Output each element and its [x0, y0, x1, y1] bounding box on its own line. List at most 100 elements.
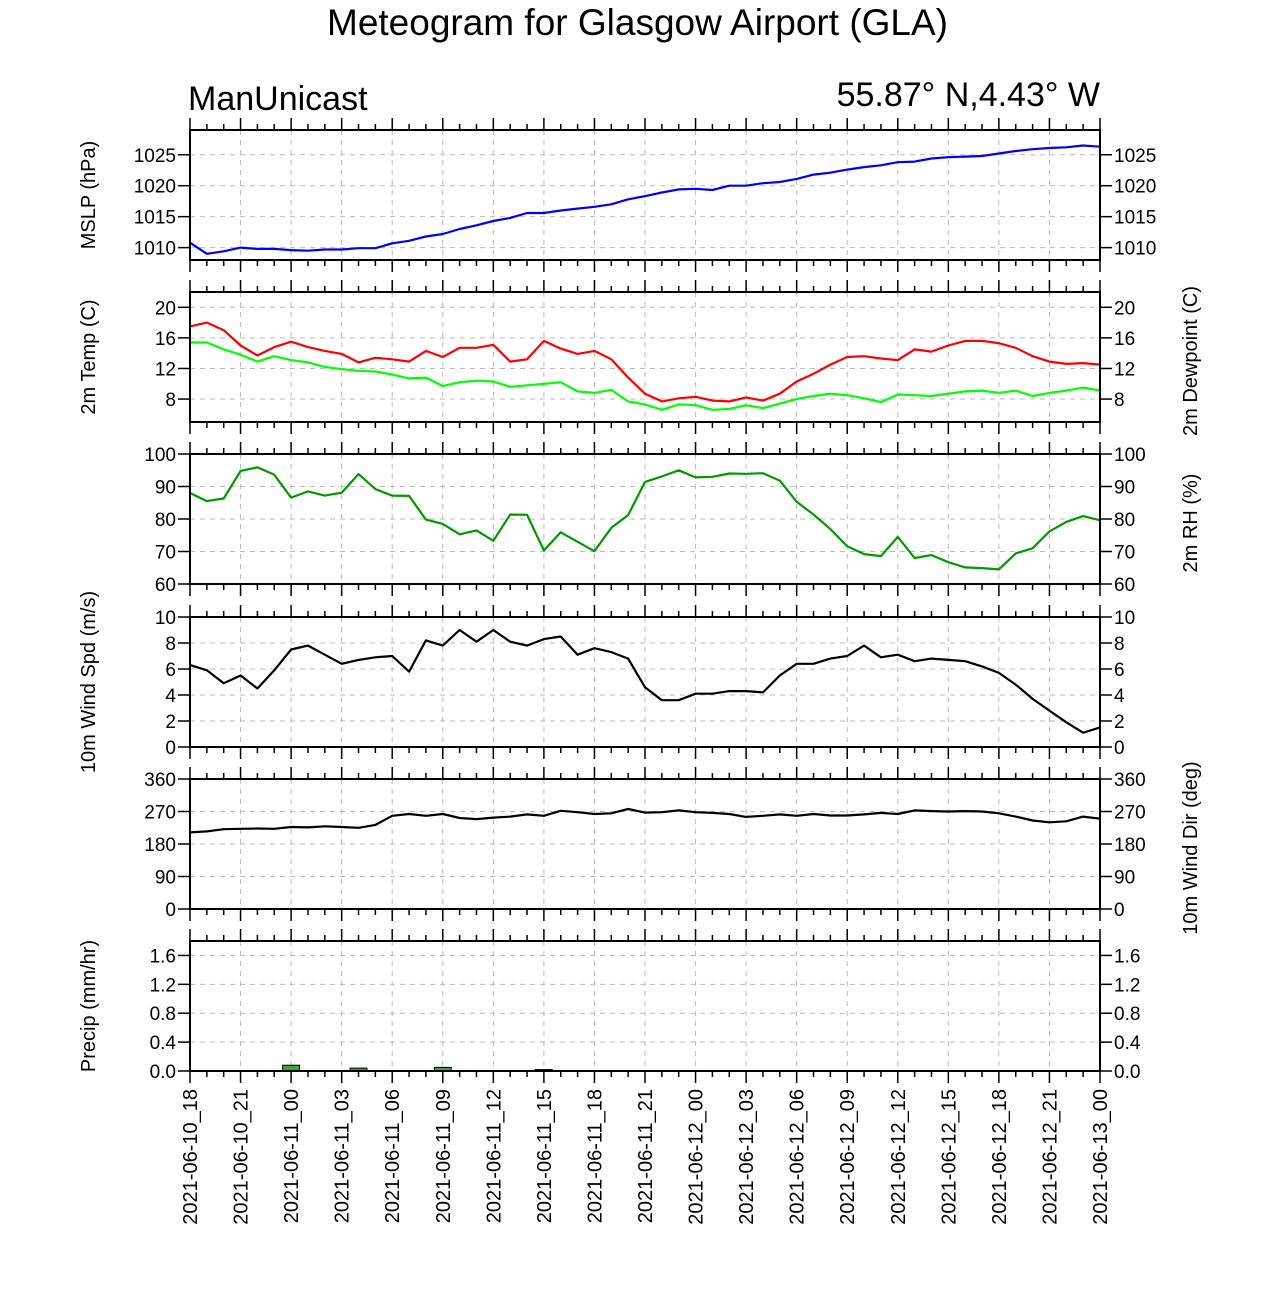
x-tick-label: 2021-06-10_18 — [180, 1089, 202, 1225]
y-tick-label-left: 1.2 — [150, 975, 176, 996]
y-tick-label-left: 20 — [155, 298, 176, 319]
x-tick-label: 2021-06-11_12 — [483, 1089, 505, 1223]
panel-5: 0 0 90 90 180 180 270 270 360 360 10m Wind Dir (de… — [144, 761, 1202, 934]
y-tick-label-right: 100 — [1114, 445, 1146, 466]
y-tick-label-left: 1010 — [134, 239, 176, 260]
y-tick-label-right: 6 — [1114, 660, 1125, 681]
panel-frame — [189, 940, 1101, 1072]
panel-frame — [189, 291, 1101, 423]
y-axis-label-right: 2m RH (%) — [1180, 474, 1202, 573]
y-tick-label-right: 270 — [1114, 803, 1146, 824]
y-tick-label-left: 1020 — [134, 177, 176, 198]
panel-frame — [189, 616, 1101, 748]
x-tick-label: 2021-06-12_12 — [888, 1089, 910, 1225]
x-tick-label: 2021-06-11_21 — [635, 1089, 657, 1223]
y-tick-label-right: 70 — [1114, 543, 1135, 564]
chart-title: Meteogram for Glasgow Airport (GLA) — [327, 2, 948, 43]
series-line-1 — [189, 628, 1101, 734]
x-tick-label: 2021-06-11_15 — [534, 1089, 556, 1223]
series-line-1 — [189, 466, 1101, 571]
y-tick-label-right: 90 — [1114, 868, 1135, 889]
y-axis-label-right: 2m Dewpoint (C) — [1180, 286, 1202, 436]
y-tick-label-left: 8 — [165, 390, 176, 411]
panel-6: 0.0 0.0 0.4 0.4 0.8 0.8 1.2 1.2 1.6 1.6 Precip (mm… — [78, 929, 1141, 1083]
panel-1: 1010 1010 1015 1015 1020 1020 1025 1025 MSLP (hP… — [78, 118, 1156, 272]
y-tick-label-right: 1.6 — [1114, 946, 1140, 967]
series-line-1 — [189, 321, 1101, 403]
x-tick-label: 2021-06-12_09 — [837, 1089, 859, 1225]
location-coordinates: 55.87° N,4.43° W — [836, 76, 1100, 114]
y-tick-label-right: 1020 — [1114, 177, 1156, 198]
y-tick-label-right: 16 — [1114, 329, 1135, 350]
y-tick-label-right: 10 — [1114, 608, 1135, 629]
y-tick-label-right: 1025 — [1114, 146, 1156, 167]
y-tick-label-left: 0 — [165, 900, 176, 921]
x-tick-label: 2021-06-12_15 — [938, 1089, 960, 1225]
y-tick-label-right: 12 — [1114, 359, 1135, 380]
y-tick-label-right: 1010 — [1114, 239, 1156, 260]
y-tick-label-right: 1.2 — [1114, 975, 1140, 996]
y-tick-label-left: 2 — [165, 712, 176, 733]
y-axis-label-left: Precip (mm/hr) — [78, 940, 100, 1072]
y-tick-label-left: 12 — [155, 359, 176, 380]
panel-frame — [189, 778, 1101, 910]
y-tick-label-right: 0.0 — [1114, 1062, 1140, 1083]
y-tick-label-right: 8 — [1114, 634, 1125, 655]
series-line-1 — [189, 144, 1101, 255]
y-tick-label-left: 6 — [165, 660, 176, 681]
y-tick-label-left: 100 — [144, 445, 176, 466]
x-tick-label: 2021-06-11_18 — [584, 1089, 606, 1223]
y-tick-label-right: 0 — [1114, 900, 1125, 921]
y-tick-label-left: 70 — [155, 543, 176, 564]
y-tick-label-left: 360 — [144, 770, 176, 791]
y-tick-label-left: 1.6 — [150, 946, 176, 967]
x-tick-label: 2021-06-11_03 — [332, 1089, 354, 1223]
x-tick-label: 2021-06-12_06 — [787, 1089, 809, 1225]
y-tick-label-left: 60 — [155, 575, 176, 596]
y-tick-label-left: 0 — [165, 738, 176, 759]
x-tick-label: 2021-06-13_00 — [1090, 1089, 1112, 1225]
y-tick-label-left: 180 — [144, 835, 176, 856]
y-tick-label-left: 270 — [144, 803, 176, 824]
x-tick-label: 2021-06-12_03 — [736, 1089, 758, 1225]
x-tick-label: 2021-06-12_00 — [686, 1089, 708, 1225]
y-axis-label-left: MSLP (hPa) — [78, 141, 100, 250]
y-tick-label-right: 4 — [1114, 686, 1125, 707]
y-tick-label-right: 0.4 — [1114, 1033, 1141, 1054]
y-axis-label-left: 2m Temp (C) — [78, 299, 100, 414]
y-tick-label-left: 1025 — [134, 146, 176, 167]
y-tick-label-left: 10 — [155, 608, 176, 629]
series-line-2 — [190, 341, 1101, 411]
y-tick-label-left: 1015 — [134, 208, 176, 229]
y-tick-label-right: 8 — [1114, 390, 1125, 411]
x-tick-label: 2021-06-11_00 — [281, 1089, 303, 1223]
y-axis-label-left: 10m Wind Spd (m/s) — [78, 591, 100, 773]
y-tick-label-right: 0.8 — [1114, 1004, 1140, 1025]
x-tick-label: 2021-06-10_21 — [231, 1089, 253, 1225]
y-tick-label-left: 16 — [155, 329, 176, 350]
y-tick-label-right: 1015 — [1114, 208, 1156, 229]
y-tick-label-left: 90 — [155, 868, 176, 889]
x-tick-label: 2021-06-11_06 — [382, 1089, 404, 1223]
y-tick-label-left: 0.0 — [150, 1062, 176, 1083]
y-tick-label-left: 4 — [165, 686, 176, 707]
y-tick-label-left: 8 — [165, 634, 176, 655]
panel-2: 8 8 12 12 16 16 20 20 2m Temp (C) 2m Dewpoint (C) — [78, 280, 1202, 436]
x-tick-label: 2021-06-11_09 — [433, 1089, 455, 1223]
model-name: ManUnicast — [188, 80, 368, 118]
y-tick-label-left: 90 — [155, 478, 176, 499]
y-tick-label-right: 2 — [1114, 712, 1125, 733]
x-tick-label: 2021-06-12_18 — [989, 1089, 1011, 1225]
panel-4: 0 0 2 2 4 4 6 6 8 8 10 10 10m Wind Spd (m/s) — [78, 591, 1135, 773]
series-line-1 — [189, 807, 1101, 834]
y-tick-label-right: 20 — [1114, 298, 1135, 319]
y-tick-label-right: 180 — [1114, 835, 1146, 856]
panel-3: 60 60 70 70 80 80 90 90 100 100 2m RH (%) — [144, 442, 1202, 596]
y-tick-label-left: 0.8 — [150, 1004, 176, 1025]
y-tick-label-right: 360 — [1114, 770, 1146, 791]
y-tick-label-left: 80 — [155, 510, 176, 531]
y-tick-label-left: 0.4 — [150, 1033, 177, 1054]
x-tick-label: 2021-06-12_21 — [1039, 1089, 1061, 1225]
panel-frame — [189, 129, 1101, 261]
